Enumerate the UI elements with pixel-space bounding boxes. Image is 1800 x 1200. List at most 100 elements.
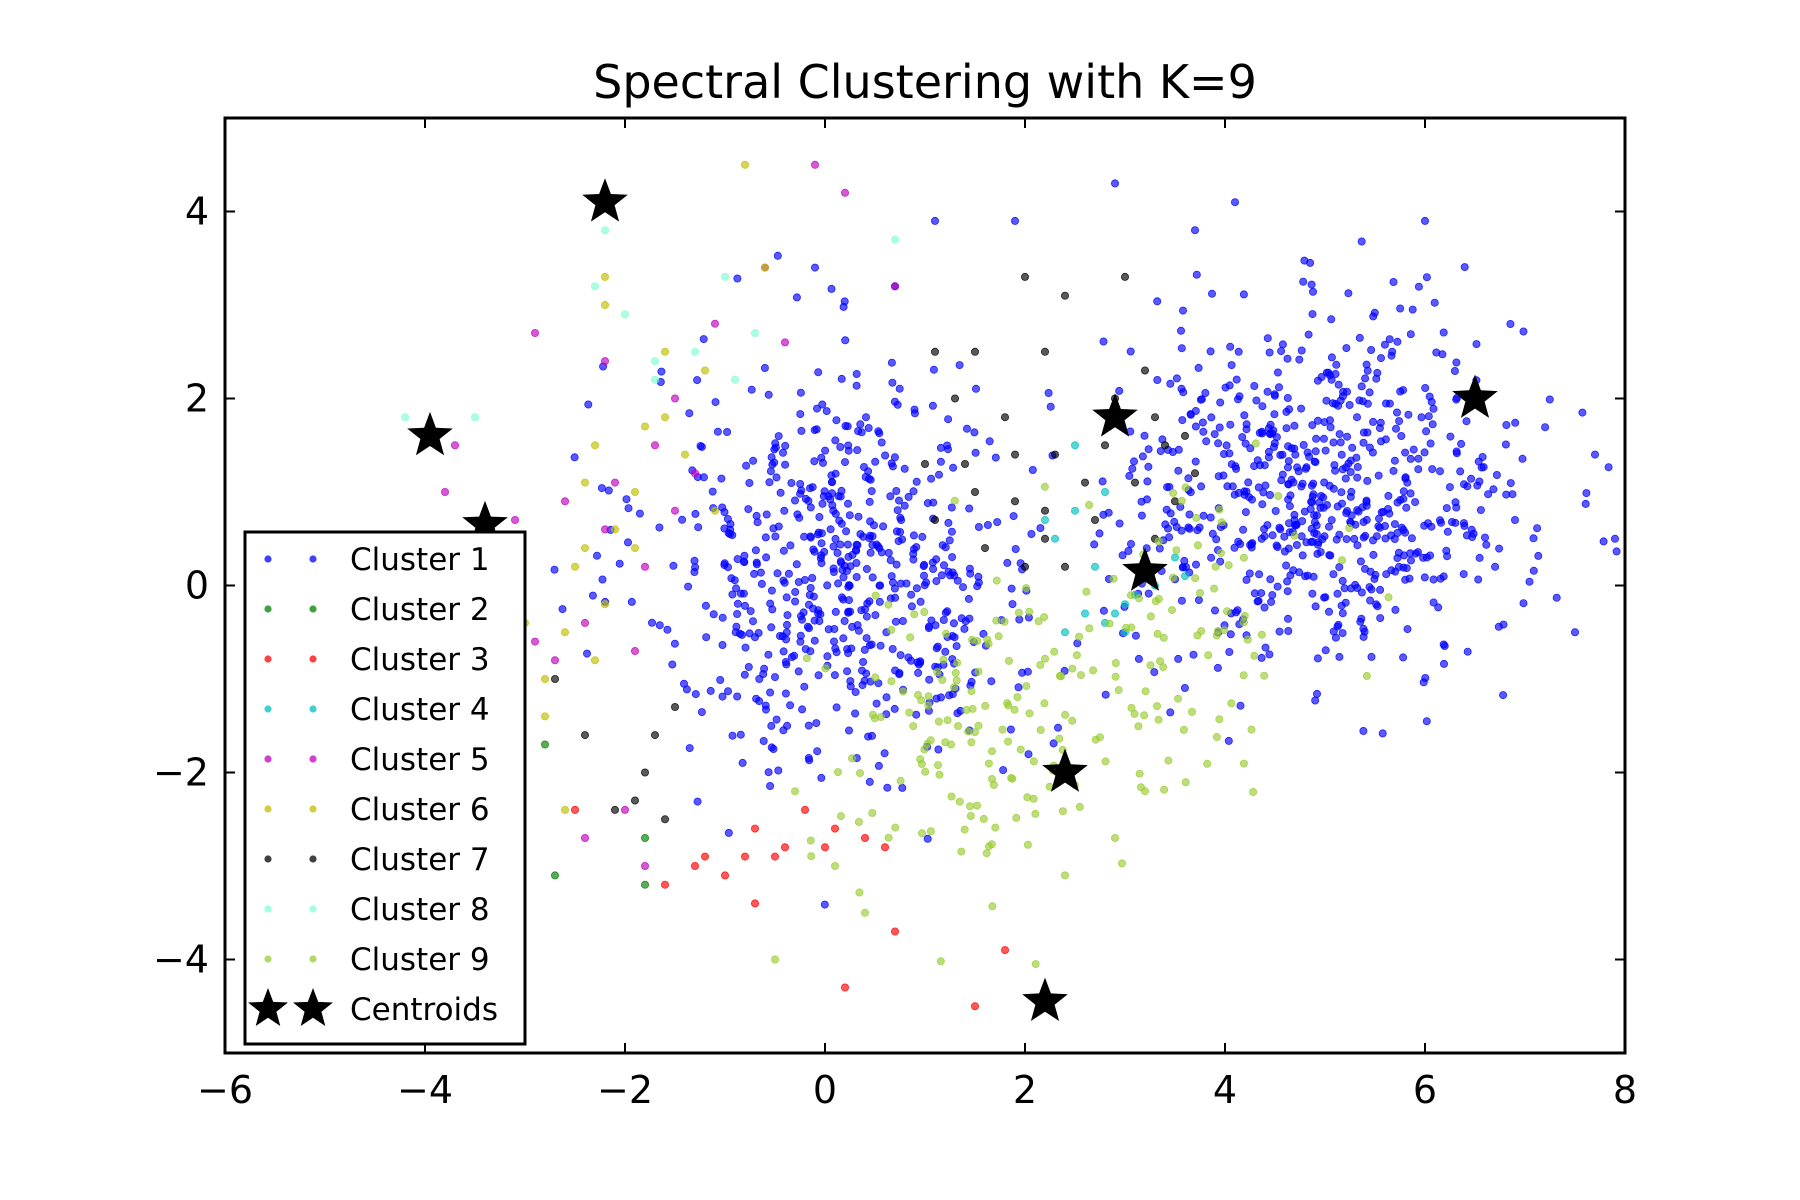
data-point: [661, 815, 670, 824]
data-point: [1499, 691, 1508, 700]
data-point: [1326, 551, 1335, 560]
data-point: [916, 755, 925, 764]
data-point: [851, 709, 860, 718]
data-point: [690, 556, 699, 565]
data-point: [1076, 671, 1085, 680]
data-point: [1198, 418, 1207, 427]
data-point: [731, 375, 740, 384]
data-point: [953, 576, 962, 585]
data-point: [1403, 625, 1412, 634]
data-point: [1226, 420, 1235, 429]
data-point: [1282, 561, 1291, 570]
data-point: [891, 235, 900, 244]
data-point: [973, 801, 982, 810]
data-point: [841, 336, 850, 345]
data-point: [764, 768, 773, 777]
data-point: [1377, 354, 1386, 363]
data-point: [1165, 533, 1174, 542]
data-point: [843, 667, 852, 676]
data-point: [774, 522, 783, 531]
data-point: [1071, 506, 1080, 515]
data-point: [1388, 347, 1397, 356]
data-point: [531, 328, 540, 337]
data-point: [934, 717, 943, 726]
data-point: [1215, 505, 1224, 514]
data-point: [1219, 471, 1228, 480]
data-point: [1166, 708, 1175, 717]
data-point: [1363, 428, 1372, 437]
data-point: [812, 719, 821, 728]
data-point: [1407, 556, 1416, 565]
data-point: [1263, 334, 1272, 343]
data-point: [1299, 440, 1308, 449]
data-point: [1422, 717, 1431, 726]
data-point: [551, 675, 560, 684]
legend-marker: [309, 605, 317, 613]
data-point: [1367, 585, 1376, 594]
x-tick-label: 2: [1013, 1068, 1037, 1112]
data-point: [1591, 450, 1600, 459]
data-point: [1384, 491, 1393, 500]
data-point: [1050, 647, 1059, 656]
data-point: [813, 747, 822, 756]
data-point: [1051, 450, 1060, 459]
data-point: [655, 621, 664, 630]
data-point: [1387, 566, 1396, 575]
data-point: [909, 531, 918, 540]
data-point: [1310, 518, 1319, 527]
data-point: [937, 693, 946, 702]
data-point: [1192, 513, 1201, 522]
data-point: [841, 458, 850, 467]
data-point: [1258, 429, 1267, 438]
data-point: [1409, 445, 1418, 454]
data-point: [711, 506, 720, 515]
data-point: [1391, 605, 1400, 614]
data-point: [782, 635, 791, 644]
data-point: [929, 365, 938, 374]
data-point: [1153, 375, 1162, 384]
data-point: [892, 486, 901, 495]
data-point: [1011, 497, 1020, 506]
data-point: [944, 445, 953, 454]
data-point: [1164, 756, 1173, 765]
legend-marker: [264, 755, 272, 763]
data-point: [935, 770, 944, 779]
data-point: [663, 625, 672, 634]
series-cluster-9: [771, 439, 1393, 969]
y-tick-label: 4: [185, 190, 209, 234]
data-point: [1014, 608, 1023, 617]
data-point: [1325, 481, 1334, 490]
data-point: [819, 458, 828, 467]
data-point: [898, 617, 907, 626]
data-point: [1376, 585, 1385, 594]
data-point: [1141, 787, 1150, 796]
data-point: [1001, 413, 1010, 422]
data-point: [1298, 551, 1307, 560]
data-point: [756, 568, 765, 577]
data-point: [1393, 408, 1402, 417]
data-point: [1313, 654, 1322, 663]
data-point: [868, 541, 877, 550]
data-point: [1446, 432, 1455, 441]
data-point: [1325, 522, 1334, 531]
data-point: [1101, 757, 1110, 766]
x-tick-label: 6: [1413, 1068, 1437, 1112]
data-point: [1244, 478, 1253, 487]
data-point: [1040, 482, 1049, 491]
data-point: [1196, 589, 1205, 598]
data-point: [1295, 355, 1304, 364]
legend-entry: Cluster 4: [264, 692, 490, 728]
data-point: [1340, 584, 1349, 593]
data-point: [741, 160, 750, 169]
data-point: [685, 409, 694, 418]
data-point: [899, 687, 908, 696]
data-point: [912, 710, 921, 719]
data-point: [1191, 457, 1200, 466]
data-point: [1185, 510, 1194, 519]
data-point: [834, 579, 843, 588]
data-point: [1041, 534, 1050, 543]
data-point: [1353, 473, 1362, 482]
data-point: [1519, 327, 1528, 336]
data-point: [742, 461, 751, 470]
data-point: [1261, 481, 1270, 490]
